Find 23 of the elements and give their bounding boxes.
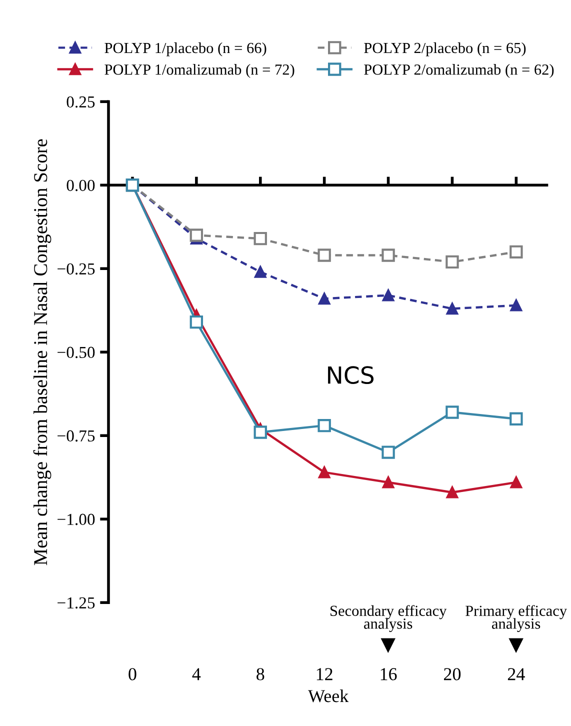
y-tick-label: −0.75	[58, 430, 95, 442]
y-tick-label: −0.50	[58, 346, 95, 358]
text: Secondary efficacy analysis	[330, 605, 447, 632]
x-axis-title: Week	[308, 689, 349, 702]
annotation: NCS	[328, 366, 374, 384]
x-tick-label: 12	[316, 668, 332, 680]
text: Primary efficacy analysis	[466, 605, 567, 632]
y-tick-label: −1.25	[58, 597, 95, 609]
x-tick-label: 24	[508, 668, 525, 680]
y-tick-label: 0.25	[66, 96, 95, 108]
y-tick-label: −0.25	[58, 263, 95, 275]
legend-label: POLYP 1/placebo (n = 66)	[104, 42, 266, 56]
legend-label: POLYP 1/omalizumab (n = 72)	[104, 64, 294, 78]
x-tick-label: 0	[128, 668, 136, 680]
x-tick-label: 8	[256, 668, 264, 680]
x-tick-label: 20	[444, 668, 461, 680]
y-tick-label: 0.00	[66, 180, 95, 192]
y-axis-title: Mean change from baseline in Nasal Congestion Score	[33, 139, 52, 566]
legend-label: POLYP 2/omalizumab (n = 62)	[364, 64, 554, 78]
x-tick-label: 4	[192, 668, 201, 680]
y-tick-label: −1.00	[58, 514, 95, 526]
legend-label: POLYP 2/placebo (n = 65)	[364, 42, 526, 56]
x-tick-label: 16	[380, 668, 397, 680]
